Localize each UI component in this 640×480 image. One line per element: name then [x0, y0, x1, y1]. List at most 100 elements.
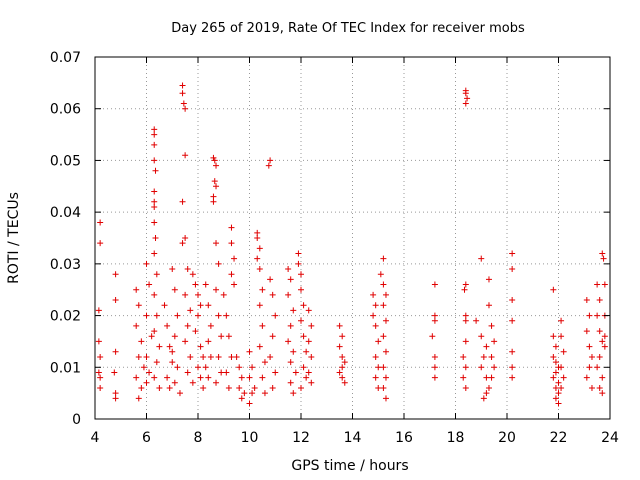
data-point [464, 95, 471, 102]
data-point [182, 338, 189, 345]
data-point [174, 364, 181, 371]
data-point [509, 364, 516, 371]
data-point [462, 364, 469, 371]
data-point [558, 364, 565, 371]
data-point [205, 302, 212, 309]
data-point [133, 322, 140, 329]
data-point [558, 384, 565, 391]
data-point [153, 271, 160, 278]
data-point [112, 297, 119, 304]
data-point [228, 240, 235, 247]
data-point [552, 343, 559, 350]
data-point [462, 312, 469, 319]
data-point [259, 322, 266, 329]
data-point [298, 384, 304, 391]
data-point [382, 374, 389, 381]
data-point [164, 374, 171, 381]
data-point [336, 322, 343, 329]
data-point [228, 271, 235, 278]
data-point [256, 245, 263, 252]
data-point [197, 374, 204, 381]
data-point [269, 333, 276, 340]
y-tick-label: 0.07 [50, 50, 81, 66]
data-point [151, 141, 158, 148]
data-point [375, 338, 382, 345]
data-point [210, 193, 217, 200]
chart-title: Day 265 of 2019, Rate Of TEC Index for r… [171, 21, 525, 36]
data-point [491, 364, 498, 371]
data-point [488, 322, 495, 329]
data-point [462, 384, 469, 391]
y-tick-label: 0.05 [50, 153, 81, 169]
data-point [485, 384, 492, 391]
data-point [151, 131, 158, 138]
y-tick-label: 0.01 [50, 360, 81, 376]
data-point [339, 364, 346, 371]
data-point [187, 307, 194, 314]
data-point [290, 390, 297, 397]
data-point [586, 364, 593, 371]
data-point [213, 162, 220, 169]
data-point [298, 286, 304, 293]
data-point [596, 384, 603, 391]
data-point [295, 260, 302, 267]
data-point [460, 353, 467, 360]
data-point [341, 359, 348, 366]
x-tick-label: 20 [498, 430, 516, 446]
data-point [303, 348, 310, 355]
data-point [246, 374, 253, 381]
data-point [251, 384, 258, 391]
data-point [462, 90, 469, 97]
data-point [308, 353, 315, 360]
data-point [246, 348, 253, 355]
data-point [287, 322, 294, 329]
data-point [600, 255, 607, 262]
data-point [112, 395, 119, 402]
data-point [336, 369, 343, 376]
data-point [143, 312, 150, 319]
data-point [184, 322, 191, 329]
data-point [213, 379, 220, 386]
data-point [431, 374, 438, 381]
data-point [153, 312, 160, 319]
data-point [182, 105, 189, 112]
data-point [305, 369, 312, 376]
data-point [488, 374, 495, 381]
data-point [151, 374, 158, 381]
data-point [560, 348, 567, 355]
x-tick-label: 14 [344, 430, 362, 446]
data-point [112, 271, 119, 278]
data-point [153, 359, 160, 366]
data-point [298, 317, 304, 324]
data-point [207, 322, 214, 329]
data-point [594, 312, 601, 319]
data-point [95, 307, 102, 314]
data-point [179, 90, 186, 97]
data-point [143, 379, 150, 386]
data-point [228, 224, 235, 231]
y-tick-label: 0.03 [50, 257, 81, 273]
data-point [189, 379, 196, 386]
x-axis-label: GPS time / hours [291, 458, 408, 474]
data-point [555, 390, 562, 397]
data-point [223, 369, 230, 376]
data-point [238, 374, 245, 381]
data-point [200, 353, 207, 360]
data-points [95, 82, 608, 407]
data-point [233, 353, 240, 360]
data-point [265, 162, 272, 169]
grid [95, 57, 610, 419]
data-point [370, 291, 377, 298]
data-point [462, 317, 469, 324]
axis-ticks: 4 6 8 10 12 14 16 18 20 22 24 0 0.01 0.02 0.03 0.04 0.05… [50, 50, 619, 446]
data-point [176, 390, 183, 397]
data-point [380, 302, 387, 309]
data-point [223, 312, 230, 319]
data-point [166, 343, 173, 350]
data-point [375, 384, 382, 391]
data-point [429, 333, 436, 340]
data-point [195, 364, 201, 371]
data-point [210, 198, 217, 205]
data-point [285, 338, 292, 345]
data-point [480, 353, 487, 360]
